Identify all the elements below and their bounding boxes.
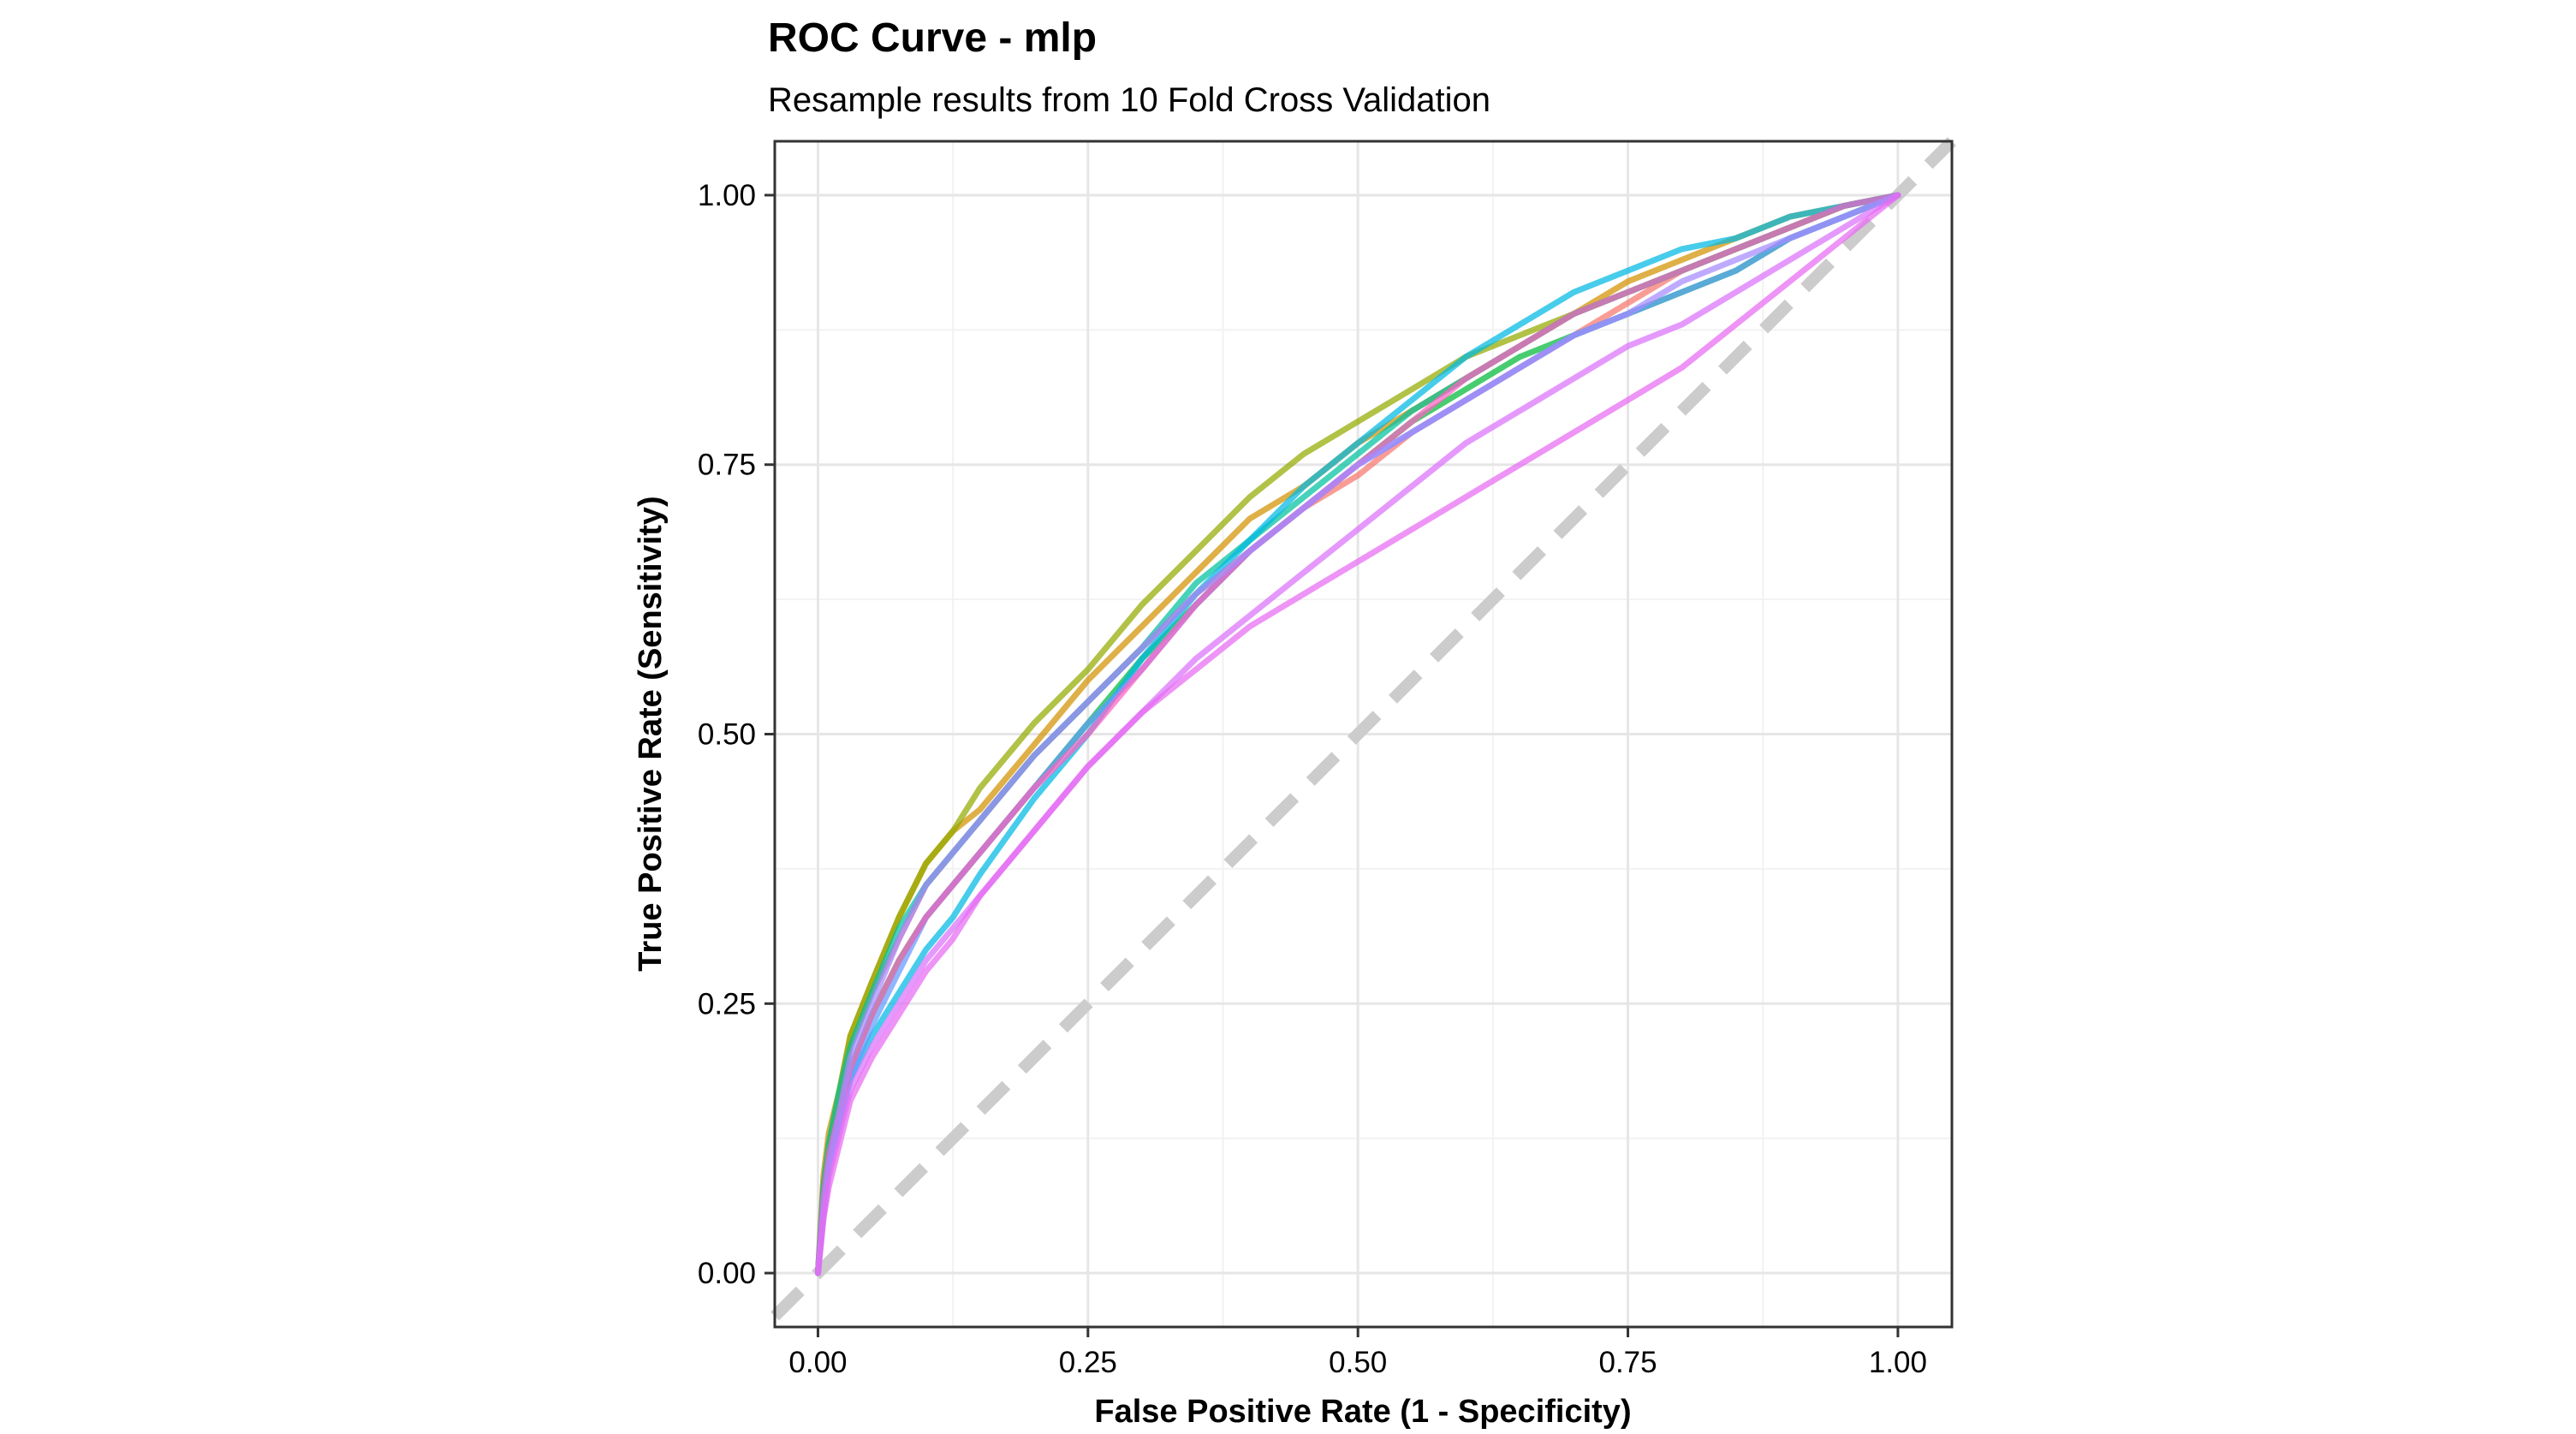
reference-diagonal: [770, 137, 1956, 1321]
roc-series-line-11: [815, 192, 1901, 1276]
chart-title: ROC Curve - mlp: [768, 15, 1097, 61]
x-axis-ticks: 0.00 0.25 0.50 0.75 1.00: [788, 1327, 1927, 1379]
roc-series-line-8: [815, 192, 1901, 1276]
y-tick-label: 0.75: [698, 449, 756, 482]
x-axis-title: False Positive Rate (1 - Specificity): [1094, 1394, 1631, 1430]
y-tick-label: 0.25: [698, 987, 756, 1020]
x-tick-label: 0.75: [1598, 1346, 1657, 1379]
y-axis-title: True Positive Rate (Sensitivity): [633, 496, 669, 971]
roc-series-line-10: [815, 192, 1901, 1276]
y-axis-ticks: 0.00 0.25 0.50 0.75 1.00: [698, 179, 775, 1290]
x-tick-label: 0.25: [1059, 1346, 1117, 1379]
roc-series-line-9: [815, 192, 1901, 1276]
x-tick-label: 0.00: [788, 1346, 847, 1379]
chart-subtitle: Resample results from 10 Fold Cross Vali…: [768, 81, 1490, 119]
x-tick-label: 1.00: [1869, 1346, 1927, 1379]
y-tick-label: 1.00: [698, 179, 756, 212]
reference-diagonal-line: [770, 137, 1956, 1321]
x-tick-label: 0.50: [1329, 1346, 1387, 1379]
roc-curves: [815, 192, 1901, 1276]
y-tick-label: 0.00: [698, 1257, 756, 1290]
y-tick-label: 0.50: [698, 718, 756, 752]
